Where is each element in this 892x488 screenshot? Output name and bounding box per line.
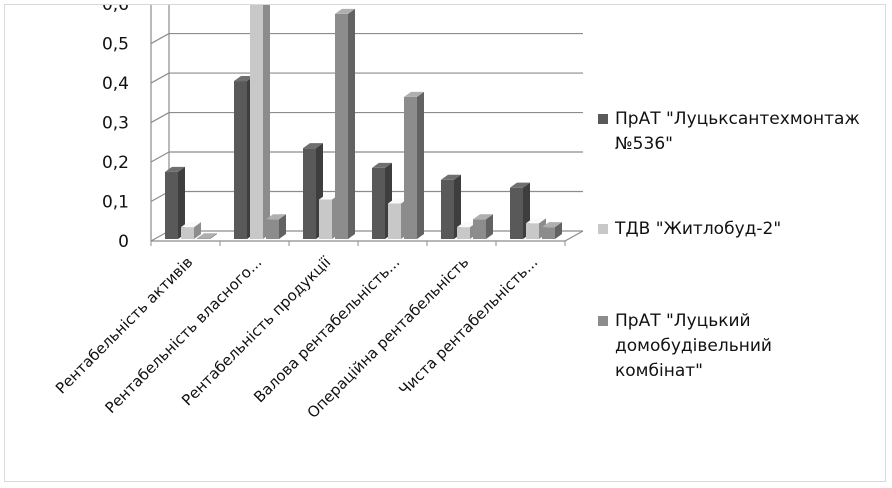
- y-tick-label: 0: [118, 232, 129, 252]
- bar-top: [234, 76, 254, 82]
- bar-front: [526, 223, 539, 239]
- bar: [542, 222, 562, 239]
- bar-front: [250, 5, 263, 240]
- bar-top: [510, 182, 530, 188]
- legend-label: ПрАТ "Луцький: [615, 311, 751, 331]
- bar-front: [404, 96, 417, 239]
- bar-side: [555, 222, 562, 239]
- bar-side: [486, 214, 493, 239]
- chart-svg: 00,10,20,30,40,50,60,7Рентабельність акт…: [52, 5, 860, 422]
- bar-top: [457, 222, 477, 228]
- bar-top: [303, 143, 323, 149]
- bar-top: [197, 233, 217, 239]
- side-gridline: [150, 151, 170, 163]
- x-category-label: Чиста рентабельність...: [395, 253, 541, 399]
- bar-top: [181, 222, 201, 228]
- legend-label: комбінат": [615, 361, 703, 381]
- bar-side: [348, 8, 355, 240]
- bar: [250, 5, 270, 240]
- bar: [266, 214, 286, 239]
- legend-label: №536": [615, 134, 673, 154]
- bar: [181, 222, 201, 239]
- bar-top: [165, 166, 185, 172]
- bar-front: [510, 187, 523, 239]
- legend-swatch: [598, 114, 608, 124]
- bar-front: [165, 171, 178, 239]
- bar-front: [457, 227, 470, 239]
- x-category-label: Рентабельність продукції: [178, 253, 335, 410]
- legend-label: ТДВ "Житлобуд-2": [614, 219, 781, 239]
- bar-front: [234, 81, 247, 239]
- bar-side: [279, 214, 286, 239]
- bar-front: [266, 219, 279, 239]
- bar-side: [263, 5, 270, 239]
- bar-top: [372, 162, 392, 168]
- bar-front: [473, 219, 486, 239]
- legend-swatch: [598, 224, 608, 234]
- bar-top: [473, 214, 493, 220]
- y-tick-label: 0,4: [102, 74, 129, 94]
- bar-front: [181, 227, 194, 239]
- bar-front: [303, 148, 316, 239]
- bar-side: [454, 174, 461, 239]
- bar-front: [197, 238, 210, 239]
- bar-front: [335, 13, 348, 240]
- bar-top: [388, 198, 408, 204]
- y-tick-label: 0,5: [102, 35, 129, 55]
- bar: [404, 91, 424, 239]
- legend-swatch: [598, 316, 608, 326]
- side-gridline: [150, 112, 170, 124]
- side-gridline: [150, 72, 170, 84]
- y-tick-label: 0,2: [102, 153, 129, 173]
- bar-side: [194, 222, 201, 239]
- side-gridline: [150, 33, 170, 45]
- bar: [335, 8, 355, 240]
- bar-top: [542, 222, 562, 228]
- bar-top: [526, 218, 546, 224]
- legend-label: ПрАТ "Луцьксантехмонтаж: [615, 109, 860, 129]
- bar-top: [266, 214, 286, 220]
- bar-top: [319, 194, 339, 200]
- bar: [197, 233, 217, 239]
- bar-front: [372, 167, 385, 239]
- bar: [165, 166, 185, 239]
- bar-top: [441, 174, 461, 180]
- bar-side: [210, 233, 217, 239]
- bar-front: [319, 199, 332, 239]
- floor-right-edge: [564, 230, 584, 242]
- bar-front: [388, 203, 401, 239]
- y-tick-label: 0,6: [102, 5, 129, 15]
- x-category-label: Валова рентабельність...: [250, 253, 403, 406]
- bar: [441, 174, 461, 239]
- legend-label: домобудівельний: [615, 336, 772, 356]
- bar-top: [335, 8, 355, 14]
- bar-front: [542, 227, 555, 239]
- bar-top: [404, 91, 424, 97]
- bar: [473, 214, 493, 239]
- bar-front: [441, 179, 454, 239]
- chart-frame: 00,10,20,30,40,50,60,7Рентабельність акт…: [4, 4, 886, 482]
- bar-side: [417, 91, 424, 239]
- y-tick-label: 0,3: [102, 114, 129, 134]
- x-category-label: Рентабельність активів: [52, 253, 196, 397]
- bar-side: [178, 166, 185, 239]
- y-tick-label: 0,1: [102, 193, 129, 213]
